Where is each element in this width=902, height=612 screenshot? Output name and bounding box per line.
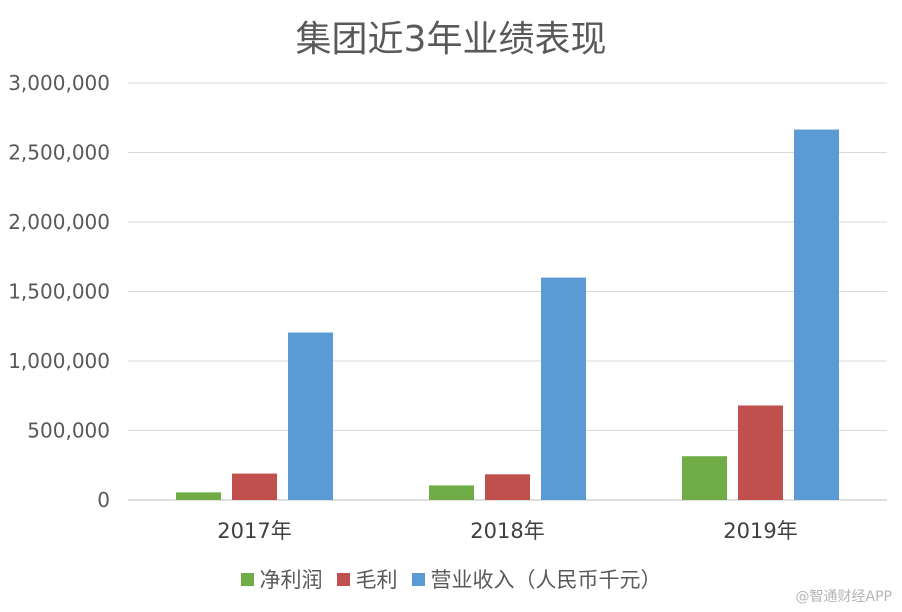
bars (176, 129, 839, 500)
chart-title: 集团近3年业绩表现 (295, 19, 607, 60)
legend-swatch-revenue (411, 572, 425, 586)
y-tick-label: 1,500,000 (8, 280, 110, 304)
x-axis-category-labels: 2017年 2018年 2019年 (217, 519, 797, 543)
legend-item-gross-profit: 毛利 (336, 564, 398, 594)
y-tick-label: 0 (97, 488, 110, 512)
watermark: @智通财经APP (795, 589, 892, 605)
legend: 净利润 毛利 营业收入（人民币千元） (0, 564, 902, 594)
bar-net-profit-1 (176, 492, 221, 500)
y-tick-label: 2,000,000 (8, 210, 110, 234)
legend-item-net-profit: 净利润 (240, 564, 323, 594)
y-tick-label: 1,000,000 (8, 349, 110, 373)
y-tick-label: 500,000 (27, 419, 110, 443)
legend-label-net-profit: 净利润 (259, 568, 323, 592)
bar-revenue-2 (541, 277, 586, 500)
legend-item-revenue: 营业收入（人民币千元） (411, 564, 662, 594)
bar-net-profit-2 (429, 485, 474, 500)
bar-revenue-3 (794, 129, 839, 500)
legend-swatch-net-profit (240, 572, 254, 586)
legend-label-revenue: 营业收入（人民币千元） (430, 568, 662, 592)
bar-revenue-1 (288, 332, 333, 500)
bar-gross-profit-1 (232, 473, 277, 500)
x-category-label: 2018年 (470, 519, 544, 543)
bar-net-profit-3 (682, 456, 727, 500)
y-axis-tick-labels: 0 500,000 1,000,000 1,500,000 2,000,000 2,500… (8, 71, 110, 512)
x-category-label: 2017年 (217, 519, 291, 543)
bar-gross-profit-2 (485, 474, 530, 500)
legend-label-gross-profit: 毛利 (355, 568, 398, 592)
bar-gross-profit-3 (738, 405, 783, 500)
y-tick-label: 3,000,000 (8, 71, 110, 95)
y-tick-label: 2,500,000 (8, 141, 110, 165)
legend-swatch-gross-profit (336, 572, 350, 586)
x-category-label: 2019年 (723, 519, 797, 543)
